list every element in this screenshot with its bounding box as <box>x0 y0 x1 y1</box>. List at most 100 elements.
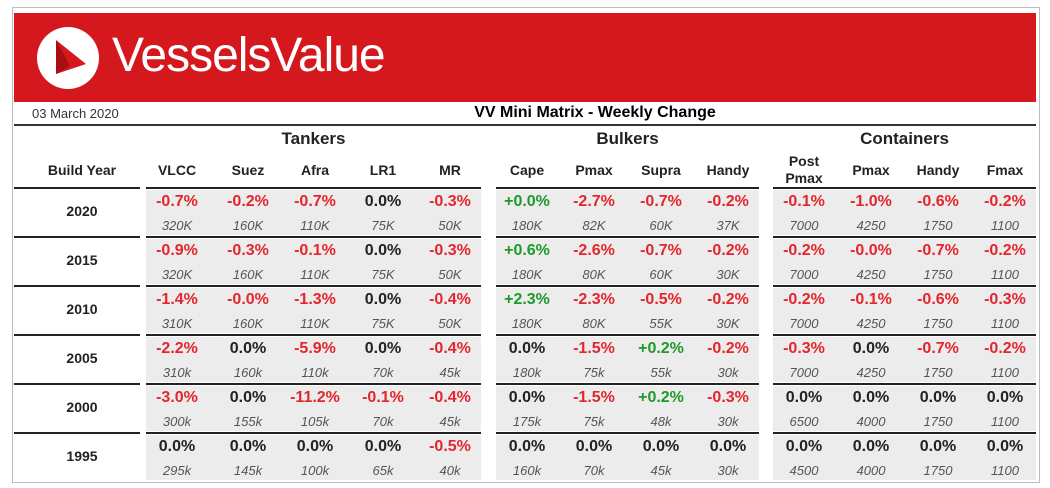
row-shade <box>773 386 1036 431</box>
row-rule <box>496 383 759 385</box>
vessel-value: 4000 <box>856 414 886 429</box>
row-shade <box>146 435 481 480</box>
row-shade <box>496 288 759 333</box>
vessel-value: 50K <box>438 316 462 331</box>
weekly-change: 0.0% <box>642 438 680 455</box>
vessel-value: 1100 <box>991 463 1019 478</box>
vessel-value: 4250 <box>856 267 886 282</box>
vessel-value: 4250 <box>856 218 886 233</box>
row-shade <box>496 386 759 431</box>
vessel-value: 105k <box>300 414 330 429</box>
weekly-change: -2.7% <box>573 193 615 210</box>
weekly-change: 0.0% <box>919 438 957 455</box>
row-rule <box>773 383 1036 385</box>
vessel-value: 160K <box>232 218 264 233</box>
vessel-value: 6500 <box>789 414 819 429</box>
weekly-change: -0.3% <box>984 291 1026 308</box>
vessel-value: 1750 <box>923 463 953 478</box>
row-rule <box>773 236 1036 238</box>
column-header: Cape <box>509 162 545 178</box>
vessel-value: 50K <box>438 218 462 233</box>
vessel-value: 110k <box>301 365 329 380</box>
weekly-change: 0.0% <box>986 389 1024 406</box>
logo-mark <box>37 27 99 89</box>
row-shade <box>146 239 481 284</box>
row-rule <box>14 383 140 385</box>
vessel-value: 1100 <box>991 316 1019 331</box>
row-shade <box>496 337 759 382</box>
row-rule <box>14 236 140 238</box>
vessel-value: 1100 <box>991 218 1019 233</box>
column-header: Fmax <box>986 162 1024 178</box>
vessel-value: 180K <box>511 218 543 233</box>
row-rule <box>14 285 140 287</box>
vessel-value: 4250 <box>856 365 886 380</box>
vessel-value: 4500 <box>789 463 819 478</box>
vessel-value: 37K <box>716 218 740 233</box>
row-rule <box>14 187 140 189</box>
weekly-change: -0.7% <box>640 193 682 210</box>
row-shade <box>146 288 481 333</box>
weekly-change: -0.3% <box>227 242 269 259</box>
weekly-change: 0.0% <box>296 438 334 455</box>
weekly-change: -0.1% <box>850 291 892 308</box>
weekly-change: -0.4% <box>429 340 471 357</box>
row-rule <box>146 334 481 336</box>
vessel-value: 45k <box>650 463 672 478</box>
row-shade <box>773 239 1036 284</box>
vessel-value: 1750 <box>923 365 953 380</box>
vessel-value: 320K <box>161 218 193 233</box>
weekly-change: 0.0% <box>364 438 402 455</box>
weekly-change: +2.3% <box>504 291 550 308</box>
row-rule <box>496 187 759 189</box>
weekly-change: -0.2% <box>227 193 269 210</box>
column-header: Afra <box>300 162 329 178</box>
build-year: 2020 <box>66 203 98 219</box>
vessel-value: 1100 <box>991 267 1019 282</box>
weekly-change: -1.5% <box>573 340 615 357</box>
weekly-change: -0.3% <box>783 340 825 357</box>
column-header: Pmax <box>575 162 613 178</box>
vessel-value: 4000 <box>856 463 886 478</box>
row-shade <box>773 288 1036 333</box>
column-header: Supra <box>641 162 681 178</box>
weekly-change: 0.0% <box>575 438 613 455</box>
vessel-value: 160k <box>512 463 542 478</box>
weekly-change: 0.0% <box>364 291 402 308</box>
vessel-value: 110K <box>300 218 330 233</box>
frame <box>12 7 1040 483</box>
vessel-value: 100k <box>300 463 330 478</box>
weekly-change: 0.0% <box>364 193 402 210</box>
vessel-value: 7000 <box>789 218 819 233</box>
vessel-value: 70k <box>372 414 394 429</box>
weekly-change: -11.2% <box>290 389 340 406</box>
column-header: Post Pmax <box>785 153 823 186</box>
vessel-value: 180K <box>511 267 543 282</box>
row-rule <box>496 236 759 238</box>
weekly-change: -3.0% <box>156 389 198 406</box>
vessel-value: 7000 <box>789 267 819 282</box>
vessel-value: 1750 <box>923 316 953 331</box>
weekly-change: -0.4% <box>429 389 471 406</box>
weekly-change: +0.6% <box>504 242 550 259</box>
vessel-value: 1750 <box>923 267 953 282</box>
row-rule <box>146 383 481 385</box>
vessel-value: 155k <box>233 414 263 429</box>
weekly-change: -0.3% <box>429 193 471 210</box>
column-header: Suez <box>231 162 265 178</box>
weekly-change: -0.6% <box>917 291 959 308</box>
weekly-change: -1.5% <box>573 389 615 406</box>
vessel-value: 30K <box>716 316 740 331</box>
banner <box>14 13 1036 102</box>
weekly-change: 0.0% <box>229 340 267 357</box>
vessel-value: 55k <box>650 365 672 380</box>
weekly-change: 0.0% <box>364 340 402 357</box>
row-shade <box>146 386 481 431</box>
row-shade <box>146 190 481 235</box>
vessel-value: 75K <box>371 218 395 233</box>
vessel-value: 1750 <box>923 218 953 233</box>
weekly-change: 0.0% <box>785 389 823 406</box>
vessel-value: 1100 <box>991 365 1019 380</box>
weekly-change: 0.0% <box>508 340 546 357</box>
vessel-value: 7000 <box>789 316 819 331</box>
